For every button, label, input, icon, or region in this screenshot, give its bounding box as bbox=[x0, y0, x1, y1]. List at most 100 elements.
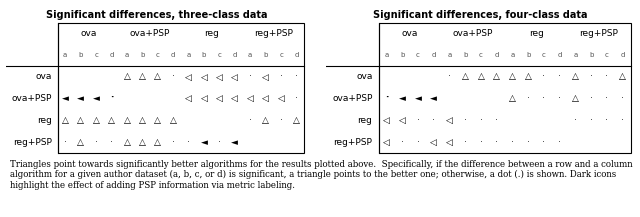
Text: reg: reg bbox=[358, 116, 372, 125]
Text: ·: · bbox=[589, 94, 593, 103]
Text: ◁: ◁ bbox=[430, 138, 437, 147]
Text: c: c bbox=[156, 52, 159, 58]
Text: △: △ bbox=[572, 94, 579, 103]
Text: ·: · bbox=[605, 72, 609, 82]
Text: ova: ova bbox=[356, 72, 372, 82]
Text: △: △ bbox=[108, 116, 115, 125]
Text: ·: · bbox=[558, 94, 561, 103]
Text: ◁: ◁ bbox=[200, 94, 207, 103]
Text: ova+PSP: ova+PSP bbox=[130, 29, 170, 38]
Text: △: △ bbox=[124, 116, 131, 125]
Text: ·: · bbox=[432, 116, 435, 125]
Text: ·: · bbox=[295, 94, 298, 103]
Text: Triangles point towards significantly better algorithms for the results plotted : Triangles point towards significantly be… bbox=[10, 159, 632, 189]
Text: reg+PSP: reg+PSP bbox=[580, 29, 618, 38]
Text: ova+PSP: ova+PSP bbox=[332, 94, 372, 103]
Text: ◁: ◁ bbox=[185, 72, 192, 82]
Text: b: b bbox=[463, 52, 467, 58]
Text: ·: · bbox=[218, 138, 221, 147]
Text: reg: reg bbox=[36, 116, 51, 125]
Text: ·: · bbox=[543, 94, 545, 103]
Text: △: △ bbox=[124, 138, 131, 147]
Text: d: d bbox=[171, 52, 175, 58]
Text: ·: · bbox=[401, 138, 404, 147]
Text: ·: · bbox=[110, 94, 113, 103]
Text: ◄: ◄ bbox=[399, 94, 406, 103]
Text: reg+PSP: reg+PSP bbox=[13, 138, 51, 147]
Text: △: △ bbox=[154, 72, 161, 82]
Text: ·: · bbox=[64, 138, 67, 147]
Text: ·: · bbox=[385, 94, 388, 103]
Text: △: △ bbox=[77, 116, 84, 125]
Text: ·: · bbox=[511, 138, 514, 147]
Text: ·: · bbox=[187, 138, 190, 147]
Text: ◁: ◁ bbox=[383, 116, 390, 125]
Text: △: △ bbox=[462, 72, 468, 82]
Text: b: b bbox=[140, 52, 145, 58]
Text: △: △ bbox=[477, 72, 484, 82]
Text: a: a bbox=[573, 52, 577, 58]
Text: △: △ bbox=[139, 138, 146, 147]
Text: ·: · bbox=[605, 116, 609, 125]
Bar bbox=[379, 23, 630, 153]
Text: ◁: ◁ bbox=[278, 94, 285, 103]
Text: ·: · bbox=[172, 138, 175, 147]
Text: ·: · bbox=[417, 138, 419, 147]
Text: d: d bbox=[109, 52, 114, 58]
Text: ·: · bbox=[280, 72, 282, 82]
Text: Significant differences, three-class data: Significant differences, three-class dat… bbox=[46, 10, 268, 20]
Text: △: △ bbox=[139, 116, 146, 125]
Text: d: d bbox=[557, 52, 562, 58]
Text: ·: · bbox=[558, 138, 561, 147]
Text: b: b bbox=[589, 52, 593, 58]
Text: a: a bbox=[447, 52, 452, 58]
Text: ·: · bbox=[543, 138, 545, 147]
Text: ·: · bbox=[574, 116, 577, 125]
Text: ◄: ◄ bbox=[430, 94, 437, 103]
Text: c: c bbox=[218, 52, 221, 58]
Text: ◁: ◁ bbox=[446, 116, 453, 125]
Text: ◁: ◁ bbox=[232, 72, 238, 82]
Text: c: c bbox=[542, 52, 546, 58]
Text: b: b bbox=[400, 52, 404, 58]
Text: c: c bbox=[479, 52, 483, 58]
Text: △: △ bbox=[77, 138, 84, 147]
Text: △: △ bbox=[62, 116, 68, 125]
Text: ◁: ◁ bbox=[247, 94, 253, 103]
Text: d: d bbox=[495, 52, 499, 58]
Text: ·: · bbox=[295, 72, 298, 82]
Text: d: d bbox=[294, 52, 299, 58]
Text: ·: · bbox=[95, 138, 97, 147]
Text: ◁: ◁ bbox=[216, 72, 223, 82]
Text: c: c bbox=[94, 52, 98, 58]
Text: ova+PSP: ova+PSP bbox=[11, 94, 51, 103]
Text: a: a bbox=[125, 52, 129, 58]
Text: ·: · bbox=[589, 72, 593, 82]
Text: b: b bbox=[264, 52, 268, 58]
Text: ◁: ◁ bbox=[383, 138, 390, 147]
Text: ◁: ◁ bbox=[399, 116, 406, 125]
Text: ·: · bbox=[621, 94, 624, 103]
Text: ·: · bbox=[495, 116, 498, 125]
Text: △: △ bbox=[620, 72, 626, 82]
Text: ◄: ◄ bbox=[77, 94, 84, 103]
Text: △: △ bbox=[124, 72, 131, 82]
Text: △: △ bbox=[493, 72, 500, 82]
Text: reg+PSP: reg+PSP bbox=[333, 138, 372, 147]
Text: c: c bbox=[279, 52, 283, 58]
Text: a: a bbox=[510, 52, 515, 58]
Text: ·: · bbox=[558, 72, 561, 82]
Text: ·: · bbox=[479, 116, 483, 125]
Text: b: b bbox=[526, 52, 531, 58]
Text: ova: ova bbox=[35, 72, 51, 82]
Text: ◁: ◁ bbox=[200, 72, 207, 82]
Text: ◁: ◁ bbox=[216, 94, 223, 103]
Text: ova: ova bbox=[402, 29, 419, 38]
Text: ·: · bbox=[249, 116, 252, 125]
Text: ·: · bbox=[172, 72, 175, 82]
Text: △: △ bbox=[154, 116, 161, 125]
Text: c: c bbox=[605, 52, 609, 58]
Text: ·: · bbox=[527, 138, 530, 147]
Text: ·: · bbox=[464, 116, 467, 125]
Text: ·: · bbox=[280, 116, 282, 125]
